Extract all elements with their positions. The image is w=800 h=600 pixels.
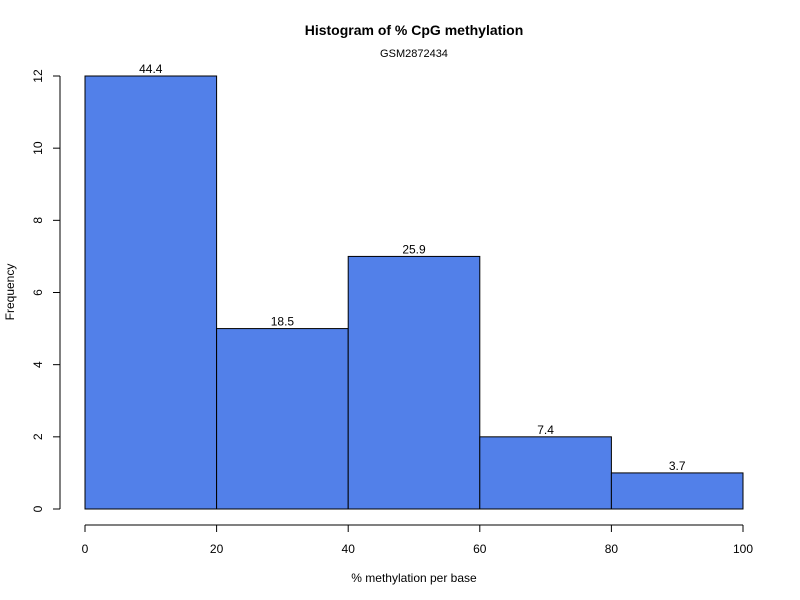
y-tick-label: 4 (31, 361, 45, 368)
bars-group (84, 75, 744, 510)
x-tick-label: 100 (733, 542, 753, 556)
histogram-bar (84, 75, 218, 510)
bar-value-label: 44.4 (139, 62, 163, 76)
chart-title: Histogram of % CpG methylation (305, 22, 524, 38)
histogram-bar (216, 328, 349, 510)
y-tick-label: 6 (31, 289, 45, 296)
bar-labels-group: 44.4 18.5 25.9 7.4 3.7 (139, 62, 686, 473)
histogram-bar (610, 472, 744, 510)
bar-value-label: 7.4 (537, 423, 554, 437)
x-tick-label: 40 (342, 542, 356, 556)
bar-value-label: 25.9 (402, 242, 426, 256)
bar-value-label: 18.5 (271, 315, 295, 329)
x-tick-label: 60 (473, 542, 487, 556)
y-tick-label: 12 (31, 69, 45, 83)
bar-value-label: 3.7 (669, 459, 686, 473)
x-axis: 0 20 40 60 80 100 (82, 524, 753, 556)
y-axis-label: Frequency (3, 264, 17, 321)
y-tick-label: 8 (31, 217, 45, 224)
y-tick-label: 0 (31, 505, 45, 512)
chart-subtitle: GSM2872434 (380, 48, 448, 60)
histogram-bar (479, 436, 612, 510)
x-tick-label: 20 (210, 542, 224, 556)
y-tick-label: 2 (31, 433, 45, 440)
x-tick-label: 0 (82, 542, 89, 556)
x-tick-label: 80 (605, 542, 619, 556)
y-tick-label: 10 (31, 141, 45, 155)
histogram-bar (347, 255, 481, 510)
y-axis: 0 2 4 6 8 10 12 (31, 69, 61, 512)
x-axis-label: % methylation per base (351, 571, 477, 585)
